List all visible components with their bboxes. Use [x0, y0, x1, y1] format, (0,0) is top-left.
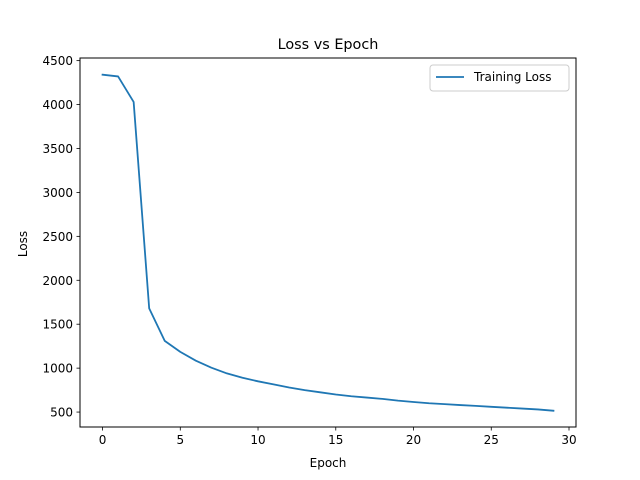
x-tick-label: 10: [250, 433, 265, 447]
x-tick-label: 20: [406, 433, 421, 447]
legend: Training Loss: [429, 64, 570, 92]
legend-label: Training Loss: [473, 70, 551, 84]
y-tick-label: 3000: [42, 186, 73, 200]
plot-frame: [79, 57, 577, 428]
ticks-layer: 0 5 10 15 20 25 30 500 1000 1500 2000 2500 3000 3500 4…: [42, 54, 576, 447]
y-tick-label: 2500: [42, 230, 73, 244]
y-tick-label: 1500: [42, 318, 73, 332]
y-tick-label: 4500: [42, 54, 73, 68]
y-tick-label: 4000: [42, 98, 73, 112]
x-tick-label: 25: [484, 433, 499, 447]
y-axis-label: Loss: [16, 231, 30, 257]
x-tick-label: 5: [176, 433, 184, 447]
y-tick-label: 3500: [42, 142, 73, 156]
x-tick-label: 15: [328, 433, 343, 447]
x-tick-label: 30: [561, 433, 576, 447]
x-tick-label: 0: [99, 433, 107, 447]
series-layer: [101, 73, 555, 412]
legend-box: [429, 64, 570, 92]
series-line-training-loss: [101, 73, 555, 412]
y-tick-label: 500: [50, 406, 73, 420]
x-axis-label: Epoch: [310, 456, 347, 470]
chart-title: Loss vs Epoch: [278, 37, 379, 53]
y-tick-label: 1000: [42, 362, 73, 376]
y-tick-label: 2000: [42, 274, 73, 288]
